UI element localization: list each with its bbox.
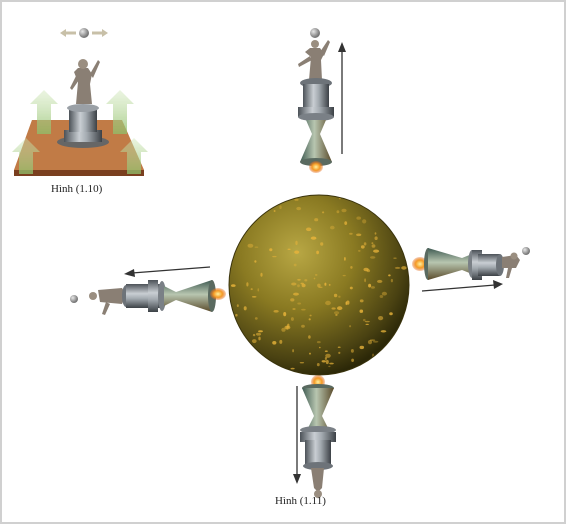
rocket-tower-right xyxy=(412,247,530,292)
flame-icon xyxy=(210,288,226,300)
nozzle xyxy=(164,280,212,312)
arrow-icon xyxy=(338,42,346,154)
caption-figure-1-11: Hình (1.11) xyxy=(275,495,326,507)
caption-figure-1-10: Hình (1.10) xyxy=(51,183,103,195)
rocket-tower-left xyxy=(70,266,226,315)
statue-figure-icon xyxy=(70,59,100,104)
ball-icon xyxy=(310,28,320,38)
slab-edge xyxy=(14,170,144,176)
up-arrow-icon xyxy=(12,90,148,174)
statue-figure-icon xyxy=(311,468,324,498)
arrow-icon xyxy=(293,386,301,484)
planet-sphere xyxy=(228,194,410,376)
statue-figure-icon xyxy=(298,40,330,80)
flame-icon xyxy=(309,161,323,173)
arrow-icon xyxy=(124,266,211,277)
nozzle xyxy=(302,388,334,428)
nozzle xyxy=(300,120,332,162)
rocket-tower-top xyxy=(298,28,346,173)
flame-icon xyxy=(412,257,428,271)
statue-figure-icon xyxy=(89,288,126,315)
arrow-icon xyxy=(60,29,108,37)
rocket-tower-bottom xyxy=(293,375,336,498)
ball-icon xyxy=(522,247,530,255)
ball-icon xyxy=(79,28,89,38)
inset-figure-1-10 xyxy=(12,28,148,176)
arrow-icon xyxy=(421,280,503,292)
statue-figure-icon xyxy=(502,252,520,278)
ball-icon xyxy=(70,295,78,303)
nozzle xyxy=(428,248,472,280)
